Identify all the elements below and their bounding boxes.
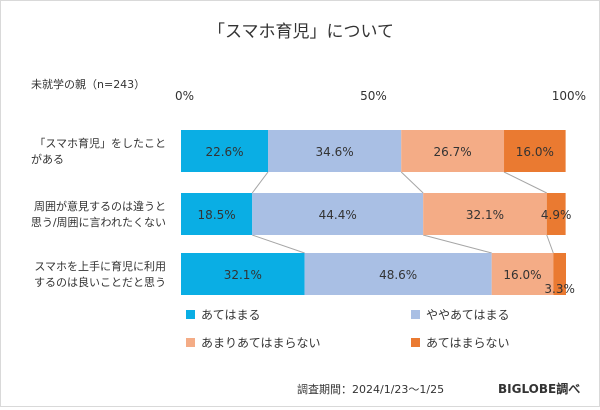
connector-line (546, 234, 554, 254)
legend-swatch (186, 338, 195, 347)
data-label: 44.4% (319, 208, 357, 222)
data-label: 32.1% (224, 268, 262, 282)
legend-label: ややあてはまる (426, 308, 510, 322)
axis-tick-label: 100% (552, 89, 586, 103)
sample-label: 未就学の親（n=243） (31, 77, 145, 91)
bar-segment (491, 253, 554, 295)
legend-entry: ややあてはまる (411, 308, 510, 322)
connector-line (503, 171, 547, 194)
bar-segment (423, 193, 547, 235)
survey-period: 調査期間：2024/1/23～1/25 (297, 382, 444, 396)
legend-swatch (186, 310, 195, 319)
category-label-line: スマホを上手に育児に利用 (34, 259, 166, 273)
connector-line (423, 234, 492, 254)
data-label: 22.6% (205, 145, 243, 159)
connector-line (252, 234, 305, 254)
legend-swatch (411, 310, 420, 319)
data-label: 34.6% (316, 145, 354, 159)
connector-line (400, 171, 424, 194)
bar-segment (268, 130, 402, 172)
legend-entry: あてはまる (186, 308, 261, 322)
data-label: 18.5% (198, 208, 236, 222)
bar-segment (546, 193, 566, 235)
category-label-line: 「スマホ育児」をしたこと (34, 136, 166, 150)
data-label: 26.7% (434, 145, 472, 159)
bar-segment (401, 130, 505, 172)
axis-tick-label: 0% (175, 89, 194, 103)
legend-entry: あまりあてはまらない (186, 336, 321, 350)
legend-label: あてはまらない (426, 336, 510, 350)
chart-title: 「スマホ育児」について (208, 22, 394, 42)
legend-swatch (411, 338, 420, 347)
bar-segment (181, 193, 253, 235)
legend-label: あまりあてはまらない (201, 336, 321, 350)
category-label-line: がある (31, 152, 64, 166)
source-credit: BIGLOBE調べ (498, 381, 580, 396)
axis-tick-label: 50% (360, 89, 387, 103)
bar-segment (504, 130, 566, 172)
data-label: 32.1% (466, 208, 504, 222)
connector-line (251, 171, 269, 194)
bar-segment (553, 253, 566, 295)
bar-segment (304, 253, 492, 295)
bar-segment (181, 253, 305, 295)
data-label: 48.6% (379, 268, 417, 282)
data-label: 3.3% (544, 282, 575, 296)
category-label-line: するのは良いことだと思う (34, 275, 166, 289)
data-label: 4.9% (541, 208, 572, 222)
data-label: 16.0% (503, 268, 541, 282)
bar-segment (252, 193, 424, 235)
legend-label: あてはまる (201, 308, 261, 322)
legend-entry: あてはまらない (411, 336, 510, 350)
bar-segment (181, 130, 269, 172)
category-label-line: 思う/周囲に言われたくない (31, 216, 166, 229)
category-label-line: 周囲が意見するのは違うと (34, 199, 166, 213)
data-label: 16.0% (516, 145, 554, 159)
